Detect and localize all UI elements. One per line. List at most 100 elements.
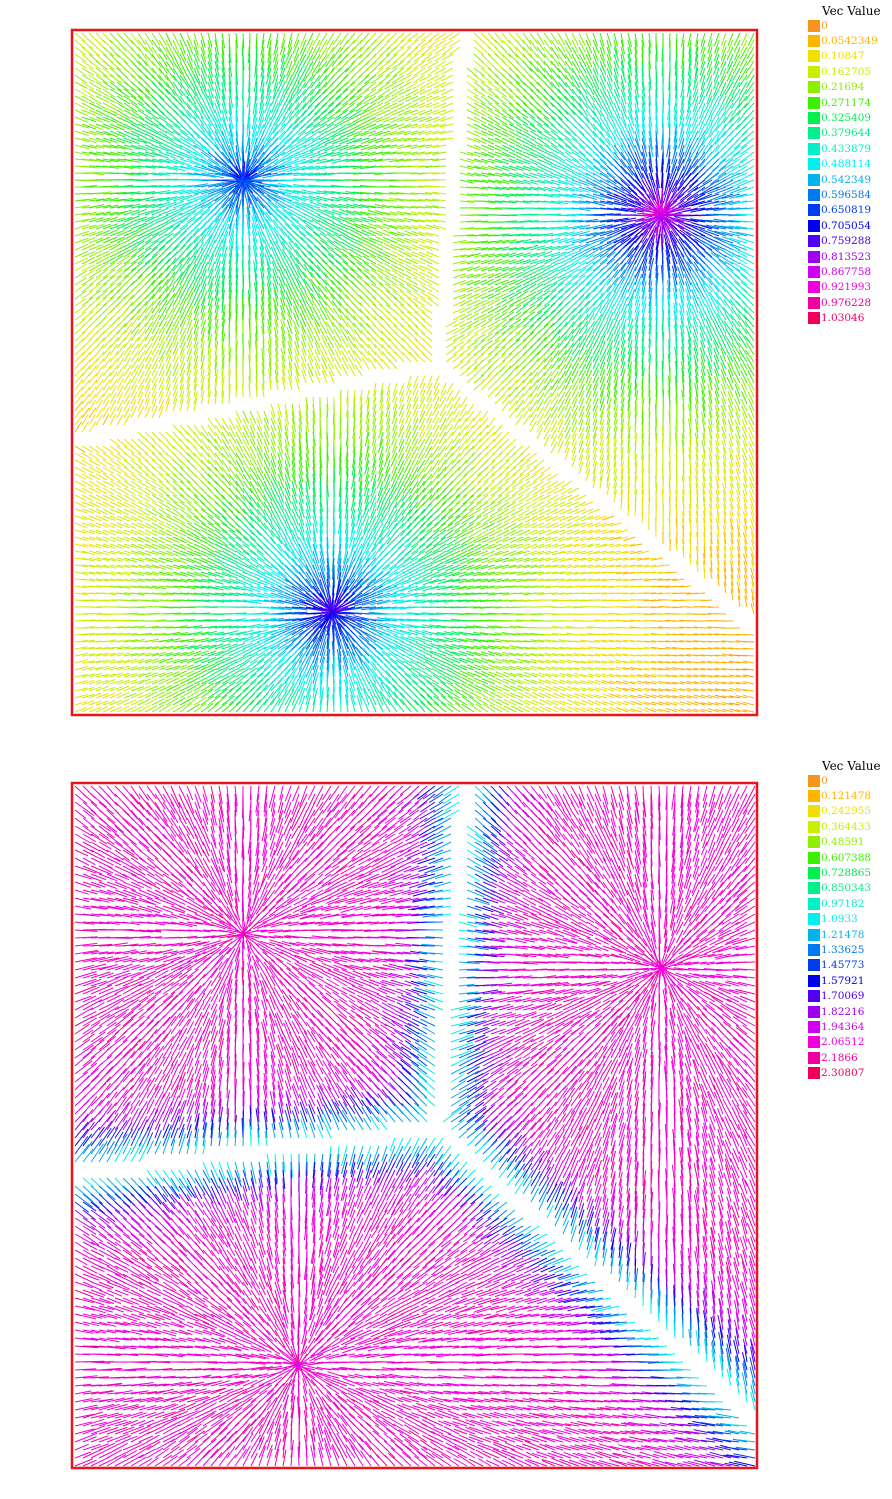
vector-arrow [599,340,606,356]
vector-arrow [746,74,755,89]
vector-arrow [221,189,239,209]
vector-arrow [418,231,433,237]
vector-arrow [414,304,426,314]
vector-arrow [81,211,97,216]
vector-arrow [284,67,293,84]
vector-arrow [599,95,608,111]
vector-arrow [144,32,154,46]
vector-arrow [95,151,112,156]
vector-arrow [270,246,279,265]
vector-arrow [501,67,513,78]
vector-arrow [334,109,349,120]
vector-arrow [292,312,300,328]
vector-arrow [668,200,692,214]
vector-arrow [494,186,510,191]
vector-arrow [319,232,335,244]
vector-arrow [543,295,557,307]
vector-arrow [280,290,286,307]
vector-arrow [109,249,124,258]
vector-arrow [641,123,647,142]
vector-arrow [370,262,384,272]
vector-arrow [620,172,636,190]
vector-arrow [487,81,500,91]
vector-arrow [564,179,582,187]
vector-arrow [432,219,447,223]
vector-arrow [302,81,314,96]
vector-arrow [221,109,228,130]
vector-arrow [95,95,110,104]
vector-arrow [410,218,426,223]
vector-arrow [179,144,198,156]
vector-arrow [473,46,485,56]
vector-arrow [671,144,678,165]
vector-arrow [418,244,433,251]
vector-arrow [473,88,486,97]
vector-arrow [681,67,685,84]
vector-arrow [264,246,272,265]
vector-arrow [144,370,152,384]
vector-arrow [316,201,335,209]
vector-arrow [285,283,293,300]
vector-arrow [144,95,158,108]
vector-arrow [412,382,419,396]
vector-arrow [221,347,225,363]
vector-arrow [700,39,706,55]
vector-arrow [697,207,720,210]
vector-arrow [385,67,398,78]
vector-arrow [480,346,492,356]
vector-arrow [285,46,293,62]
vector-arrow [409,351,419,363]
vector-arrow [207,53,213,70]
vector-arrow [312,231,328,244]
vector-arrow [585,151,601,164]
vector-arrow [536,39,546,52]
vector-arrow [627,296,634,314]
vector-arrow [186,188,208,195]
vector-arrow [737,328,748,342]
vector-arrow [690,200,713,207]
vector-arrow [151,314,161,328]
vector-arrow [620,200,644,210]
vector-arrow [123,32,134,45]
vector-arrow [487,305,501,314]
vector-arrow [186,277,196,293]
vector-arrow [406,297,419,307]
vector-arrow [323,272,335,286]
vector-arrow [571,67,580,81]
vector-arrow [698,311,706,328]
vector-arrow [688,137,699,155]
vector-arrow [390,257,405,265]
vector-arrow [255,151,272,171]
vector-arrow [165,151,184,160]
vector-arrow [571,370,579,384]
vector-arrow [705,81,713,97]
vector-arrow [529,39,539,52]
vector-arrow [459,247,474,251]
vector-arrow [144,328,153,342]
vector-arrow [367,192,384,195]
vector-arrow [172,271,184,286]
vector-arrow [731,102,741,117]
vector-arrow [151,53,162,67]
vector-arrow [713,362,720,377]
vector-arrow [370,74,384,84]
vector-arrow [116,281,129,293]
vector-arrow [137,81,151,93]
vector-arrow [699,81,706,98]
vector-arrow [722,109,734,124]
vector-arrow [515,130,530,139]
vector-arrow [480,326,494,335]
vector-arrow [599,298,610,314]
vector-arrow [606,60,613,76]
vector-arrow [724,81,734,96]
vector-arrow [670,179,685,200]
vector-arrow [550,116,564,128]
vector-arrow [193,326,200,342]
vector-arrow [730,179,748,189]
vector-arrow [186,39,194,55]
vector-arrow [536,264,552,272]
vector-arrow [102,144,119,149]
vector-arrow [158,151,177,159]
vector-arrow [721,278,734,293]
vector-arrow [536,137,551,148]
